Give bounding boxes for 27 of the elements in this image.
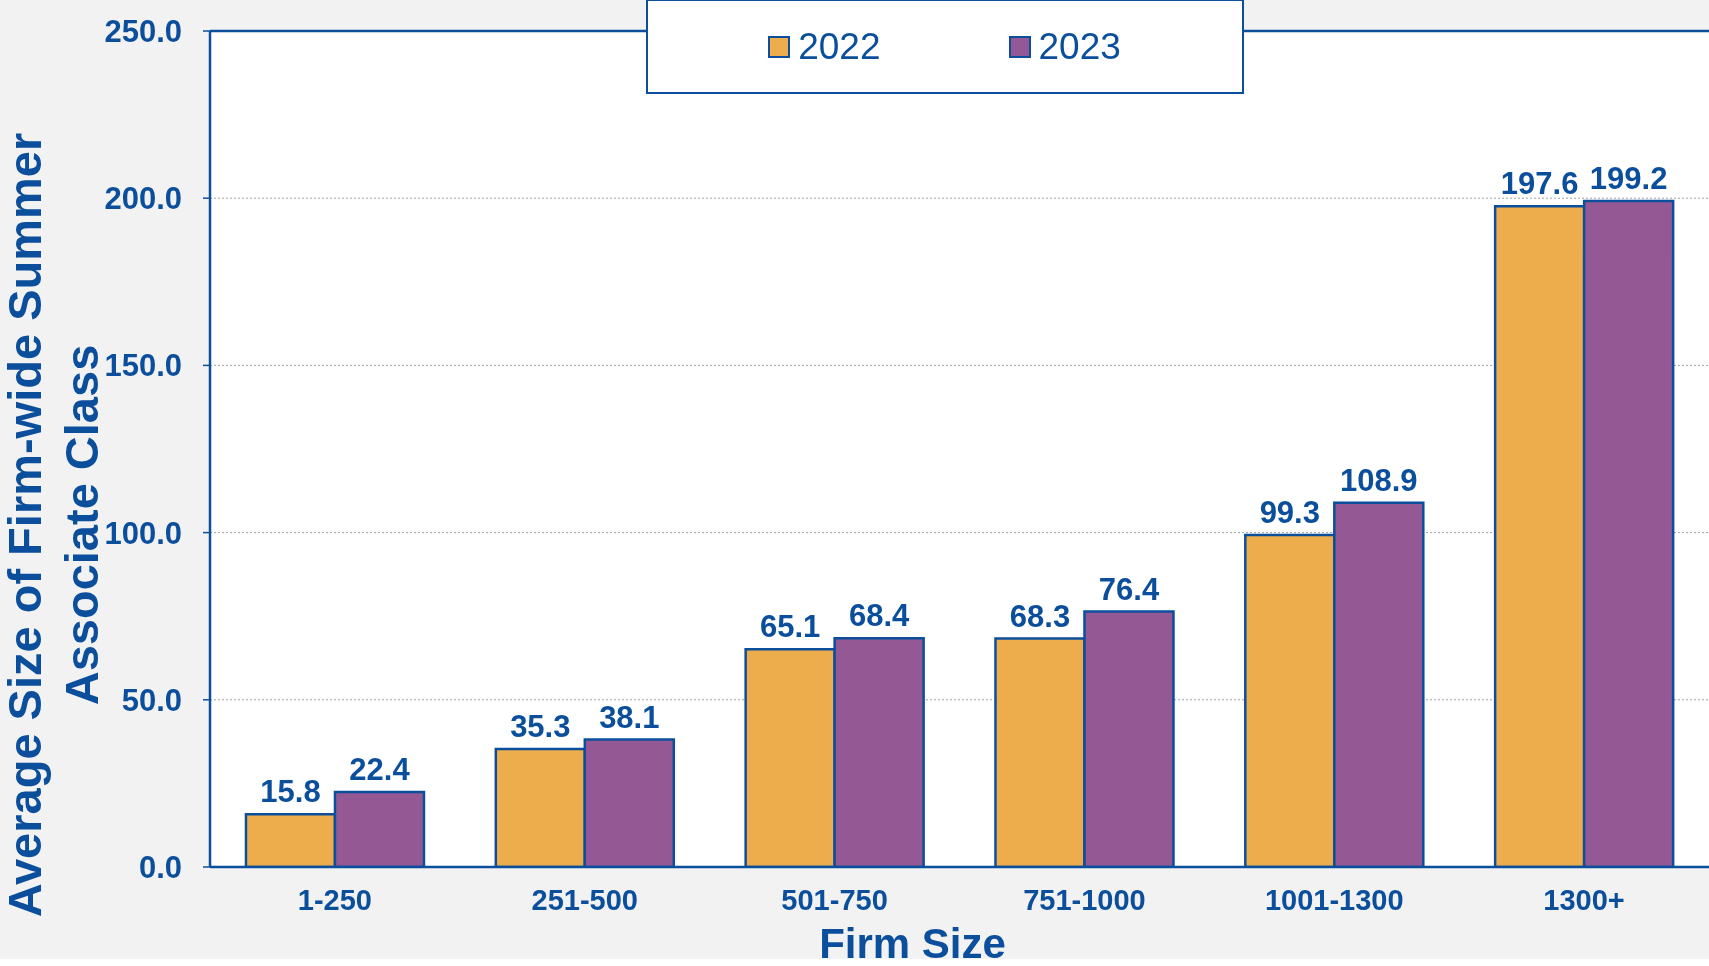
data-label: 76.4 [1098, 571, 1160, 607]
y-tick-label: 250.0 [104, 14, 182, 50]
y-tick-label: 0.0 [138, 850, 182, 886]
data-label: 108.9 [1340, 462, 1418, 498]
x-tick-label: 501-750 [781, 883, 888, 916]
x-tick-label: 1300+ [1543, 883, 1625, 916]
legend-label: 2022 [798, 26, 881, 67]
data-label: 15.8 [260, 774, 321, 810]
data-label: 197.6 [1500, 166, 1579, 202]
data-label: 68.3 [1009, 598, 1071, 634]
x-tick-label: 1001-1300 [1264, 883, 1404, 916]
data-label: 22.4 [349, 752, 411, 788]
x-tick-label: 751-1000 [1023, 883, 1146, 916]
data-label: 68.4 [848, 598, 911, 634]
y-tick-label: 50.0 [121, 682, 182, 718]
data-label: 65.1 [759, 609, 821, 645]
data-label: 99.3 [1259, 494, 1320, 530]
x-axis-title: Firm Size [819, 920, 1006, 966]
x-tick-label: 1-250 [297, 883, 372, 916]
data-label: 38.1 [599, 699, 660, 735]
data-label: 35.3 [510, 708, 571, 744]
y-tick-label: 100.0 [104, 515, 182, 551]
x-tick-label: 251-500 [531, 883, 638, 916]
legend-box: 2022 2023 [645, 0, 1244, 94]
y-tick-label: 150.0 [104, 348, 182, 384]
legend-label: 2023 [1038, 26, 1121, 67]
data-label: 199.2 [1589, 160, 1668, 196]
